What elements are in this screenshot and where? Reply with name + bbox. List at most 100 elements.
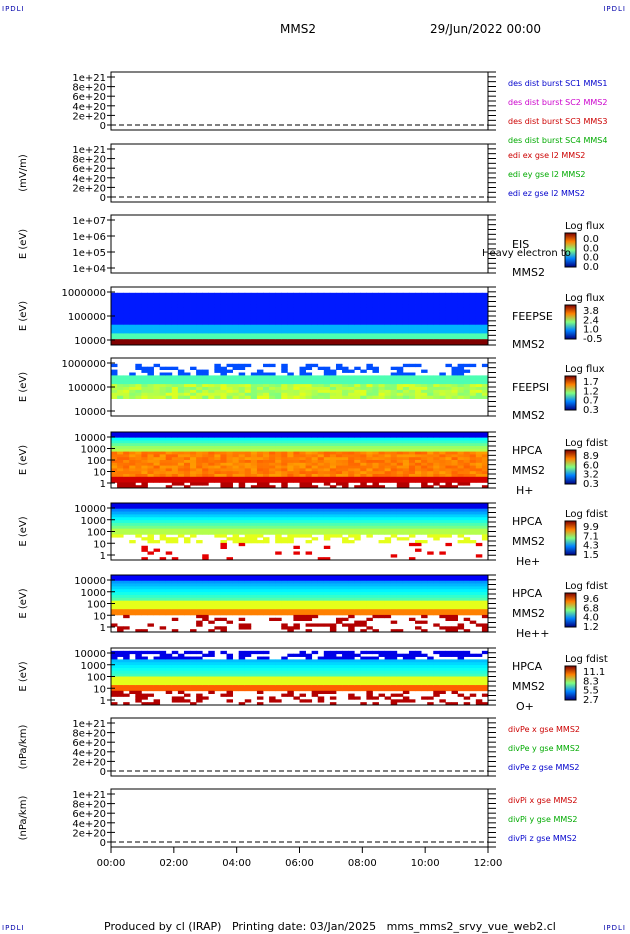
heatmap-cell bbox=[123, 592, 130, 596]
heatmap-cell bbox=[360, 301, 367, 305]
heatmap-cell bbox=[457, 505, 465, 510]
colorbar-tick-label: 1.2 bbox=[583, 386, 599, 397]
heatmap-cell bbox=[445, 301, 452, 305]
heatmap-cell bbox=[475, 292, 483, 297]
colorbar bbox=[564, 375, 577, 411]
heatmap-cell bbox=[135, 575, 142, 579]
heatmap-cell bbox=[439, 517, 446, 521]
heatmap-cell bbox=[384, 437, 392, 441]
heatmap-cell bbox=[196, 531, 203, 535]
heatmap-cell bbox=[165, 446, 173, 450]
heatmap-cell bbox=[481, 387, 489, 391]
heatmap-cell bbox=[159, 514, 167, 518]
heatmap-cell bbox=[244, 586, 252, 590]
heatmap-cell bbox=[190, 313, 197, 317]
heatmap-cell bbox=[342, 592, 349, 596]
heatmap-cell bbox=[220, 292, 227, 297]
heatmap-cell bbox=[481, 537, 489, 541]
heatmap-cell bbox=[256, 471, 264, 475]
heatmap-cell bbox=[244, 468, 252, 472]
heatmap-cell bbox=[305, 520, 313, 524]
heatmap-cell bbox=[372, 597, 379, 602]
heatmap-cell bbox=[250, 476, 258, 480]
heatmap-cell bbox=[111, 503, 118, 507]
heatmap-cell bbox=[117, 687, 124, 692]
heatmap-cell bbox=[402, 471, 410, 475]
heatmap-cell bbox=[171, 375, 179, 379]
heatmap-cell bbox=[220, 583, 227, 587]
heatmap-cell bbox=[463, 381, 471, 385]
heatmap-cell bbox=[335, 316, 343, 320]
heatmap-cell bbox=[481, 432, 489, 436]
heatmap-cell bbox=[317, 531, 325, 535]
heatmap-cell bbox=[250, 437, 258, 441]
heatmap-cell bbox=[475, 531, 483, 535]
heatmap-cell bbox=[129, 446, 136, 450]
heatmap-cell bbox=[147, 462, 154, 466]
heatmap-cell bbox=[311, 327, 319, 331]
heatmap-cell bbox=[135, 462, 142, 466]
heatmap-cell bbox=[135, 339, 142, 343]
heatmap-cell bbox=[281, 514, 288, 518]
heatmap-cell bbox=[256, 586, 264, 590]
heatmap-cell bbox=[329, 432, 337, 436]
heatmap-cell bbox=[463, 387, 471, 391]
heatmap-cell bbox=[323, 313, 331, 317]
heatmap-cell bbox=[129, 508, 136, 512]
heatmap-cell bbox=[123, 451, 130, 455]
heatmap-cell bbox=[433, 580, 440, 584]
heatmap-cell bbox=[408, 301, 416, 305]
heatmap-cell bbox=[226, 514, 234, 518]
heatmap-cell bbox=[384, 327, 392, 331]
heatmap-cell bbox=[287, 471, 294, 475]
heatmap-cell bbox=[183, 503, 191, 507]
heatmap-cell bbox=[384, 606, 392, 610]
heatmap-cell bbox=[214, 626, 221, 630]
heatmap-cell bbox=[293, 522, 300, 527]
heatmap-cell bbox=[439, 460, 446, 464]
heatmap-cell bbox=[147, 318, 154, 323]
colorbar-title: Log fdist bbox=[565, 581, 608, 592]
heatmap-cell bbox=[129, 387, 136, 391]
heatmap-cell bbox=[299, 457, 306, 461]
heatmap-cell bbox=[445, 378, 452, 382]
heatmap-cell bbox=[129, 485, 136, 489]
heatmap-cell bbox=[214, 454, 221, 458]
heatmap-cell bbox=[177, 387, 185, 391]
heatmap-cell bbox=[256, 592, 264, 596]
heatmap-cell bbox=[396, 600, 404, 604]
heatmap-cell bbox=[396, 479, 404, 483]
heatmap-cell bbox=[117, 304, 124, 308]
heatmap-cell bbox=[208, 583, 215, 587]
heatmap-cell bbox=[232, 446, 240, 450]
heatmap-cell bbox=[372, 324, 379, 328]
heatmap-cell bbox=[171, 437, 179, 441]
heatmap-cell bbox=[445, 387, 452, 391]
heatmap-cell bbox=[287, 476, 294, 480]
heatmap-cell bbox=[451, 594, 458, 599]
heatmap-cell bbox=[153, 342, 161, 346]
heatmap-cell bbox=[402, 381, 410, 385]
heatmap-cell bbox=[384, 392, 392, 397]
heatmap-cell bbox=[451, 318, 458, 323]
heatmap-cell bbox=[275, 454, 282, 458]
heatmap-cell bbox=[214, 369, 221, 373]
heatmap-cell bbox=[323, 310, 331, 314]
heatmap-cell bbox=[202, 330, 209, 334]
heatmap-cell bbox=[214, 392, 221, 397]
heatmap-cell bbox=[366, 321, 373, 326]
heatmap-cell bbox=[141, 342, 148, 346]
heatmap-cell bbox=[378, 580, 386, 584]
heatmap-cell bbox=[111, 375, 118, 379]
heatmap-cell bbox=[153, 330, 161, 334]
heatmap-cell bbox=[317, 606, 325, 610]
heatmap-cell bbox=[177, 520, 185, 524]
y-tick-label: 4e+20 bbox=[72, 174, 106, 185]
heatmap-cell bbox=[171, 511, 179, 515]
heatmap-cell bbox=[366, 381, 373, 385]
heatmap-cell bbox=[256, 292, 264, 297]
heatmap-cell bbox=[220, 609, 227, 613]
heatmap-cell bbox=[214, 324, 221, 328]
heatmap-cell bbox=[238, 482, 246, 486]
heatmap-cell bbox=[384, 339, 392, 343]
